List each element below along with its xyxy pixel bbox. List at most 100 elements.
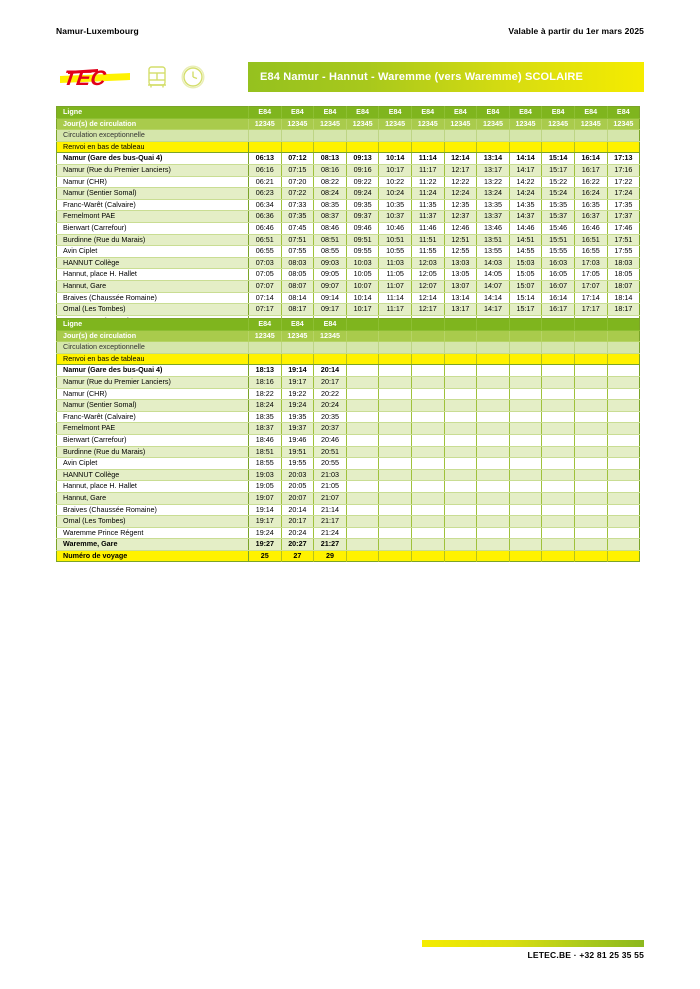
time-cell bbox=[541, 434, 575, 447]
row-jours-label: Jour(s) de circulation bbox=[56, 330, 249, 343]
time-cell: 11:24 bbox=[411, 187, 445, 200]
time-cell bbox=[444, 480, 478, 493]
row-ligne-label: Ligne bbox=[56, 106, 249, 119]
exception-cell bbox=[574, 341, 608, 354]
time-cell: 13:24 bbox=[476, 187, 510, 200]
time-cell bbox=[541, 504, 575, 517]
time-cell: 13:14 bbox=[476, 152, 510, 165]
time-cell bbox=[541, 538, 575, 551]
time-cell: 08:14 bbox=[281, 292, 315, 305]
table-row-label: Hannut, Gare bbox=[56, 492, 249, 505]
time-cell: 17:46 bbox=[607, 222, 640, 235]
time-cell: 17:16 bbox=[607, 164, 640, 177]
time-cell: 10:46 bbox=[378, 222, 412, 235]
time-cell bbox=[378, 434, 412, 447]
time-cell: 07:33 bbox=[281, 199, 315, 212]
time-cell: 17:51 bbox=[607, 234, 640, 247]
time-cell bbox=[411, 364, 445, 377]
time-cell: 15:35 bbox=[541, 199, 575, 212]
time-cell bbox=[476, 515, 510, 528]
ligne-cell bbox=[378, 318, 412, 331]
time-cell: 13:22 bbox=[476, 176, 510, 189]
time-cell: 07:51 bbox=[281, 234, 315, 247]
row-voyage-label: Numéro de voyage bbox=[56, 550, 249, 562]
time-cell: 14:22 bbox=[509, 176, 543, 189]
time-cell: 21:07 bbox=[313, 492, 347, 505]
table-row: Braives (Chaussée Romaine) 19:14 20:14 21:1… bbox=[56, 504, 640, 517]
time-cell: 11:03 bbox=[378, 257, 412, 270]
time-cell: 07:22 bbox=[281, 187, 315, 200]
table-row-label: Omal (Les Tombes) bbox=[56, 515, 249, 528]
jours-cell: 12345 bbox=[607, 118, 640, 131]
time-cell bbox=[411, 515, 445, 528]
time-cell: 07:05 bbox=[248, 268, 282, 281]
exception-cell bbox=[476, 341, 510, 354]
time-cell: 07:15 bbox=[281, 164, 315, 177]
table-row-label: Namur (Rue du Premier Lanciers) bbox=[56, 376, 249, 389]
time-cell: 17:22 bbox=[607, 176, 640, 189]
renvoi-cell bbox=[248, 353, 282, 366]
region-label: Namur-Luxembourg bbox=[56, 26, 139, 36]
time-cell bbox=[346, 492, 380, 505]
time-cell: 12:14 bbox=[444, 152, 478, 165]
time-cell: 17:14 bbox=[574, 292, 608, 305]
time-cell: 18:03 bbox=[607, 257, 640, 270]
time-cell: 13:17 bbox=[444, 303, 478, 316]
time-cell: 15:03 bbox=[509, 257, 543, 270]
jours-cell: 12345 bbox=[444, 118, 478, 131]
time-cell: 09:35 bbox=[346, 199, 380, 212]
table-row-label: HANNUT Collège bbox=[56, 469, 249, 482]
time-cell: 08:16 bbox=[313, 164, 347, 177]
table-row-label: Braives (Chaussée Romaine) bbox=[56, 292, 249, 305]
time-cell bbox=[444, 388, 478, 401]
time-cell: 17:03 bbox=[574, 257, 608, 270]
time-cell bbox=[541, 422, 575, 435]
time-cell: 13:55 bbox=[476, 245, 510, 258]
time-cell bbox=[378, 388, 412, 401]
time-cell: 17:05 bbox=[574, 268, 608, 281]
table-row: Namur (CHR) 06:21 07:20 08:22 09:22 10:22 11:2… bbox=[56, 176, 640, 189]
time-cell: 11:22 bbox=[411, 176, 445, 189]
exception-cell bbox=[411, 129, 445, 142]
table-row: Fernelmont PAE 06:36 07:35 08:37 09:37 10:37 1… bbox=[56, 210, 640, 223]
renvoi-cell bbox=[541, 141, 575, 154]
time-cell bbox=[411, 434, 445, 447]
time-cell bbox=[476, 469, 510, 482]
renvoi-cell bbox=[541, 353, 575, 366]
table-row: HANNUT Collège 19:03 20:03 21:03 bbox=[56, 469, 640, 482]
exception-cell bbox=[509, 341, 543, 354]
ligne-cell: E84 bbox=[509, 106, 543, 119]
table-row: Franc-Warêt (Calvaire) 18:35 19:35 20:35 bbox=[56, 411, 640, 424]
time-cell: 14:03 bbox=[476, 257, 510, 270]
exception-cell bbox=[444, 129, 478, 142]
time-cell bbox=[411, 538, 445, 551]
time-cell: 18:55 bbox=[248, 457, 282, 470]
table-row-label: Avin Ciplet bbox=[56, 457, 249, 470]
ligne-cell bbox=[476, 318, 510, 331]
time-cell bbox=[607, 364, 640, 377]
time-cell: 11:37 bbox=[411, 210, 445, 223]
renvoi-cell bbox=[574, 353, 608, 366]
time-cell bbox=[607, 538, 640, 551]
time-cell bbox=[411, 388, 445, 401]
time-cell: 09:03 bbox=[313, 257, 347, 270]
time-cell: 20:17 bbox=[281, 515, 315, 528]
time-cell: 12:03 bbox=[411, 257, 445, 270]
time-cell: 10:55 bbox=[378, 245, 412, 258]
table-row: Waremme, Gare 19:27 20:27 21:27 bbox=[56, 538, 640, 551]
time-cell bbox=[574, 388, 608, 401]
time-cell bbox=[509, 399, 543, 412]
time-cell: 19:14 bbox=[248, 504, 282, 517]
time-cell: 14:24 bbox=[509, 187, 543, 200]
table-row-label: Burdinne (Rue du Marais) bbox=[56, 234, 249, 247]
time-cell: 21:05 bbox=[313, 480, 347, 493]
time-cell: 14:14 bbox=[476, 292, 510, 305]
time-cell: 12:46 bbox=[444, 222, 478, 235]
time-cell: 15:37 bbox=[541, 210, 575, 223]
time-cell bbox=[509, 364, 543, 377]
renvoi-cell bbox=[346, 141, 380, 154]
table-row-label: Waremme Prince Régent bbox=[56, 527, 249, 540]
renvoi-cell bbox=[411, 141, 445, 154]
time-cell bbox=[378, 411, 412, 424]
renvoi-cell bbox=[607, 353, 640, 366]
